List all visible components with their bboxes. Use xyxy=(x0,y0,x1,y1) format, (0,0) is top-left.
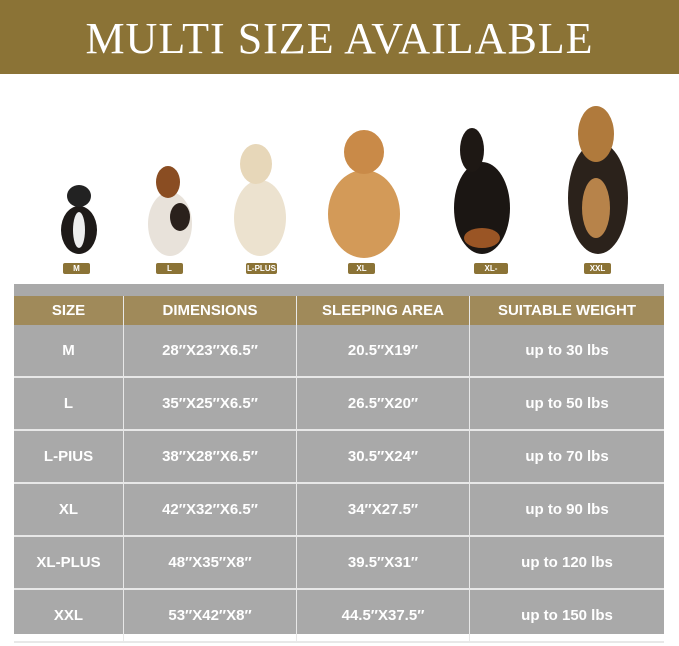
size-cell: L xyxy=(14,378,124,429)
sleeping-area-cell: 26.5″X20″ xyxy=(297,378,470,429)
sleeping-area-cell: 30.5″X24″ xyxy=(297,431,470,482)
header-sleeping-area: SLEEPING AREA xyxy=(297,296,470,325)
table-row: M 28″X23″X6.5″ 20.5″X19″ up to 30 lbs xyxy=(14,325,664,378)
sleeping-area-cell: 34″X27.5″ xyxy=(297,484,470,535)
header-size: SIZE xyxy=(14,296,124,325)
size-tag-l: L xyxy=(156,263,183,274)
banner-title: MULTI SIZE AVAILABLE xyxy=(0,0,679,74)
weight-cell: up to 150 lbs xyxy=(521,607,613,624)
french-bulldog-image xyxy=(61,185,97,254)
weight-cell: up to 30 lbs xyxy=(525,342,609,359)
size-cell: XL xyxy=(14,484,124,535)
size-cell: M xyxy=(14,325,124,376)
weight-cell: up to 70 lbs xyxy=(525,448,609,465)
sleeping-area-cell: 20.5″X19″ xyxy=(297,325,470,376)
size-cell: L-PIUS xyxy=(14,431,124,482)
dimensions-cell: 42″X32″X6.5″ xyxy=(124,484,297,535)
table-row: XL-PLUS 48″X35″X8″ 39.5″X31″ up to 120 lbs xyxy=(14,537,664,590)
table-row: XL 42″X32″X6.5″ 34″X27.5″ up to 90 lbs xyxy=(14,484,664,537)
header-dimensions: DIMENSIONS xyxy=(124,296,297,325)
size-tag-xxl: XXL xyxy=(584,263,611,274)
size-cell: XL-PLUS xyxy=(14,537,124,588)
dimensions-cell: 38″X28″X6.5″ xyxy=(124,431,297,482)
table-row: L 35″X25″X6.5″ 26.5″X20″ up to 50 lbs xyxy=(14,378,664,431)
weight-cell: up to 120 lbs xyxy=(521,554,613,571)
table-header: SIZE DIMENSIONS SLEEPING AREA SUITABLE W… xyxy=(14,296,664,325)
size-tag-xl-plus: XL-PLUS xyxy=(474,263,508,284)
header-suitable-weight: SUITABLE WEIGHT xyxy=(497,302,637,319)
dimensions-cell: 35″X25″X6.5″ xyxy=(124,378,297,429)
weight-cell: up to 90 lbs xyxy=(525,501,609,518)
dimensions-cell: 28″X23″X6.5″ xyxy=(124,325,297,376)
labrador-image xyxy=(234,144,286,256)
beagle-image xyxy=(148,166,192,256)
german-shepherd-image xyxy=(568,106,628,254)
dimensions-cell: 53″X42″X8″ xyxy=(124,590,297,641)
dimensions-cell: 48″X35″X8″ xyxy=(124,537,297,588)
size-tag-m: M xyxy=(63,263,90,274)
golden-retriever-image xyxy=(328,130,400,258)
size-cell: XXL xyxy=(14,590,124,641)
table-row: XXL 53″X42″X8″ 44.5″X37.5″ up to 150 lbs xyxy=(14,590,664,643)
weight-cell: up to 50 lbs xyxy=(525,395,609,412)
sleeping-area-cell: 44.5″X37.5″ xyxy=(297,590,470,641)
sleeping-area-cell: 39.5″X31″ xyxy=(297,537,470,588)
size-tag-xl: XL xyxy=(348,263,375,274)
table-row: L-PIUS 38″X28″X6.5″ 30.5″X24″ up to 70 lbs xyxy=(14,431,664,484)
doberman-image xyxy=(454,128,510,254)
size-table: SIZE DIMENSIONS SLEEPING AREA SUITABLE W… xyxy=(14,284,664,643)
size-tag-l-plus: L-PLUS xyxy=(246,263,277,274)
